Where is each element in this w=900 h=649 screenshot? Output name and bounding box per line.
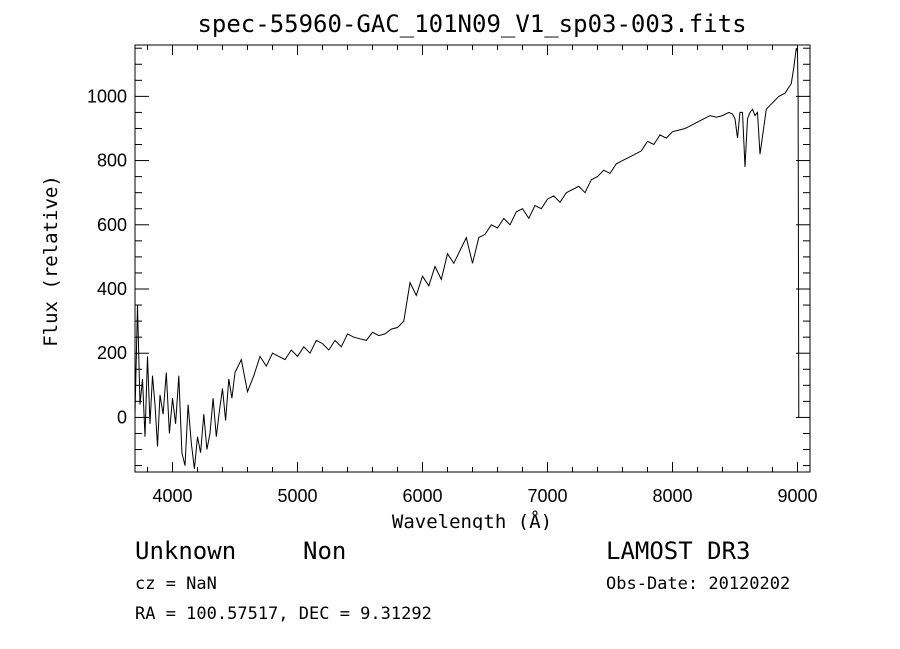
obs-date-label: Obs-Date: 20120202 — [606, 574, 791, 594]
y-axis-label: Flux (relative) — [40, 175, 62, 347]
object-class-label: Unknown — [135, 537, 237, 565]
x-axis-label: Wavelength (Å) — [392, 510, 552, 530]
y-tick-label: 200 — [97, 343, 127, 363]
x-tick-label: 5000 — [277, 486, 317, 506]
tick-labels: 4000 5000 6000 7000 8000 9000 0 200 400 600 800 100… — [87, 86, 818, 506]
y-tick-label: 1000 — [87, 86, 127, 106]
y-tick-label: 0 — [117, 407, 127, 427]
plot-frame — [134, 44, 811, 473]
y-tick-label: 800 — [97, 151, 127, 171]
redshift-label: cz = NaN — [135, 574, 217, 594]
spectrum-chart: spec-55960-GAC_101N09_V1_sp03-003.fits 4… — [40, 10, 818, 530]
x-tick-label: 8000 — [652, 486, 692, 506]
y-tick-label: 400 — [97, 279, 127, 299]
x-tick-label: 7000 — [527, 486, 567, 506]
x-tick-label: 4000 — [152, 486, 192, 506]
survey-label: LAMOST DR3 — [606, 537, 751, 565]
y-tick-label: 600 — [97, 215, 127, 235]
x-tick-label: 9000 — [777, 486, 817, 506]
object-subclass-label: Non — [303, 537, 347, 565]
x-tick-label: 6000 — [402, 486, 442, 506]
chart-title: spec-55960-GAC_101N09_V1_sp03-003.fits — [197, 10, 746, 38]
flux-series-line — [134, 48, 800, 469]
coordinates-label: RA = 100.57517, DEC = 9.31292 — [135, 604, 432, 624]
axis-ticks — [135, 45, 810, 472]
